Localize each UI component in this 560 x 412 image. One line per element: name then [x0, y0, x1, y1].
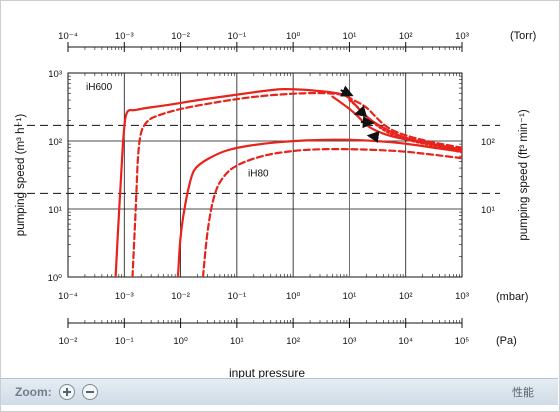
torr-axis-tick-label: 10⁻⁴ — [58, 31, 78, 42]
y-tick-label-right: 10¹ — [481, 205, 495, 216]
zoom-out-button[interactable] — [81, 384, 98, 400]
annotation-ih80: iH80 — [248, 169, 269, 180]
direction-arrow-3 — [360, 116, 375, 129]
pa-axis-tick-label: 10³ — [343, 336, 357, 347]
y-tick-label-left: 10⁰ — [48, 273, 63, 284]
x-axis-label: input pressure — [229, 366, 305, 380]
pa-axis-tick-label: 10⁵ — [455, 336, 470, 347]
x-tick-label: 10⁻⁴ — [58, 291, 78, 302]
x-tick-label: 10⁰ — [286, 291, 301, 302]
torr-axis-tick-label: 10³ — [455, 31, 469, 42]
pa-axis-tick-label: 10⁴ — [398, 336, 413, 347]
pa-axis-tick-label: 10⁻¹ — [115, 336, 134, 347]
torr-axis-tick-label: 10⁻¹ — [227, 31, 246, 42]
x-tick-label: 10¹ — [343, 291, 357, 302]
y-tick-label-right: 10² — [481, 137, 495, 148]
x-tick-label: 10³ — [455, 291, 469, 302]
y-tick-label-left: 10³ — [48, 69, 62, 80]
torr-axis-tick-label: 10⁻³ — [115, 31, 134, 42]
plot-frame — [67, 72, 463, 278]
pa-axis-tick-label: 10² — [286, 336, 300, 347]
corner-label[interactable]: 性能 — [512, 386, 534, 399]
zoom-in-button[interactable] — [58, 384, 75, 400]
x-tick-label: 10⁻¹ — [227, 291, 246, 302]
torr-axis-tick-label: 10⁻² — [171, 31, 190, 42]
y-tick-label-left: 10² — [48, 137, 62, 148]
pa-axis-unit: (Pa) — [496, 335, 517, 347]
pa-axis-tick-label: 10¹ — [230, 336, 244, 347]
series-line-ih600-solid-0 — [114, 87, 462, 277]
torr-axis-tick-label: 10² — [399, 31, 413, 42]
y-tick-label-left: 10¹ — [48, 205, 62, 216]
annotation-ih600: iH600 — [86, 82, 113, 93]
series-line-ih80-dashed-5 — [201, 147, 462, 277]
direction-arrow-2 — [353, 105, 368, 117]
torr-axis-tick-label: 10¹ — [343, 31, 357, 42]
x-tick-label: 10⁻² — [171, 291, 190, 302]
direction-arrow-1 — [340, 85, 354, 97]
x-tick-label: 10² — [399, 291, 413, 302]
torr-axis-unit: (Torr) — [510, 30, 536, 42]
x-tick-label: 10⁻³ — [115, 291, 134, 302]
series-line-ih600-dashed-1 — [131, 91, 462, 277]
pa-axis-tick-label: 10⁰ — [173, 336, 188, 347]
series-line-ih80-solid-4 — [176, 138, 462, 277]
zoom-toolbar: Zoom: 性能 — [1, 378, 558, 405]
series-line-ih600-solid-2 — [331, 95, 462, 152]
direction-arrow-4 — [366, 131, 380, 143]
y-axis-label-left: pumping speed (m³ h⁻¹) — [15, 114, 27, 237]
pa-axis-tick-label: 10⁻² — [59, 336, 78, 347]
x-axis-unit-mbar: (mbar) — [496, 291, 528, 303]
y-axis-label-right: pumping speed (ft³ min⁻¹) — [518, 109, 530, 241]
torr-axis-tick-label: 10⁰ — [286, 31, 301, 42]
zoom-label: Zoom: — [15, 385, 52, 399]
